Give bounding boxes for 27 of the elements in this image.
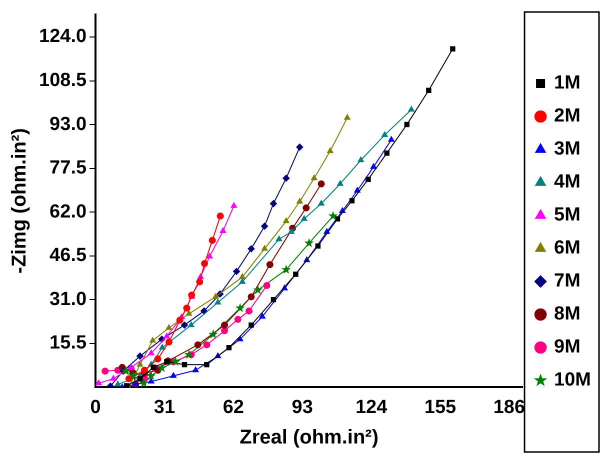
legend-label: 10M	[554, 370, 592, 391]
legend-label: 9M	[554, 336, 580, 358]
legend-label: 8M	[554, 304, 580, 325]
legend-label: 2M	[554, 106, 580, 127]
y-axis-title: -Zimg (ohm.in²)	[8, 128, 31, 274]
y-tick-label: 15.5	[50, 332, 87, 354]
legend-label: 5M	[554, 204, 580, 226]
x-axis-title: Zreal (ohm.in²)	[240, 426, 378, 449]
x-tick-label: 124	[355, 396, 388, 418]
y-tick-label: 124.0	[39, 26, 87, 48]
y-tick-label: 108.5	[39, 70, 87, 92]
x-tick-label: 93	[292, 396, 313, 418]
legend-label: 4M	[554, 172, 580, 193]
legend-label: 3M	[554, 138, 580, 160]
legend-label: 1M	[554, 72, 580, 94]
legend-label: 7M	[554, 270, 580, 292]
x-tick-label: 155	[424, 396, 457, 418]
x-tick-label: 62	[222, 396, 244, 418]
x-tick-label: 31	[154, 396, 176, 418]
y-tick-label: 31.0	[50, 288, 87, 310]
y-tick-label: 93.0	[50, 114, 87, 135]
x-tick-label: 186	[493, 396, 526, 418]
y-tick-label: 46.5	[50, 245, 87, 266]
legend-label: 6M	[554, 238, 580, 259]
y-tick-label: 62.0	[50, 201, 87, 222]
x-tick-label: 0	[90, 396, 101, 418]
y-tick-label: 77.5	[50, 158, 87, 179]
